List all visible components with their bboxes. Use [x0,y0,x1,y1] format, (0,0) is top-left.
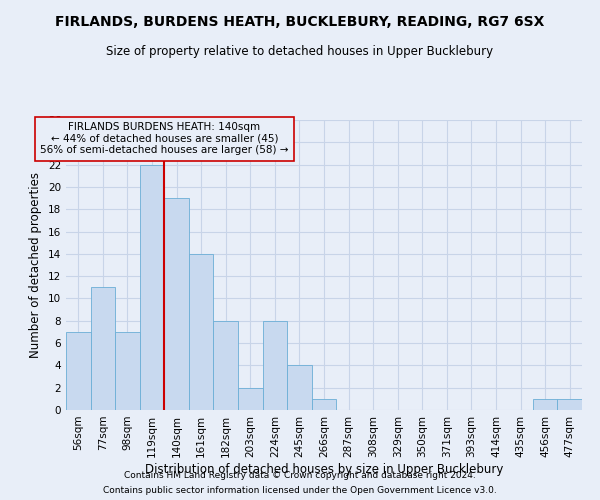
Text: FIRLANDS, BURDENS HEATH, BUCKLEBURY, READING, RG7 6SX: FIRLANDS, BURDENS HEATH, BUCKLEBURY, REA… [55,15,545,29]
Text: FIRLANDS BURDENS HEATH: 140sqm
← 44% of detached houses are smaller (45)
56% of : FIRLANDS BURDENS HEATH: 140sqm ← 44% of … [40,122,289,156]
Bar [189,254,214,410]
Bar [91,288,115,410]
Bar [533,399,557,410]
X-axis label: Distribution of detached houses by size in Upper Bucklebury: Distribution of detached houses by size … [145,462,503,475]
Text: Size of property relative to detached houses in Upper Bucklebury: Size of property relative to detached ho… [106,45,494,58]
Y-axis label: Number of detached properties: Number of detached properties [29,172,43,358]
Bar [263,321,287,410]
Bar [214,321,238,410]
Bar [557,399,582,410]
Bar [115,332,140,410]
Text: Contains HM Land Registry data © Crown copyright and database right 2024.: Contains HM Land Registry data © Crown c… [124,471,476,480]
Bar [287,366,312,410]
Bar [312,399,336,410]
Bar [66,332,91,410]
Bar [238,388,263,410]
Bar [140,164,164,410]
Bar [164,198,189,410]
Text: Contains public sector information licensed under the Open Government Licence v3: Contains public sector information licen… [103,486,497,495]
